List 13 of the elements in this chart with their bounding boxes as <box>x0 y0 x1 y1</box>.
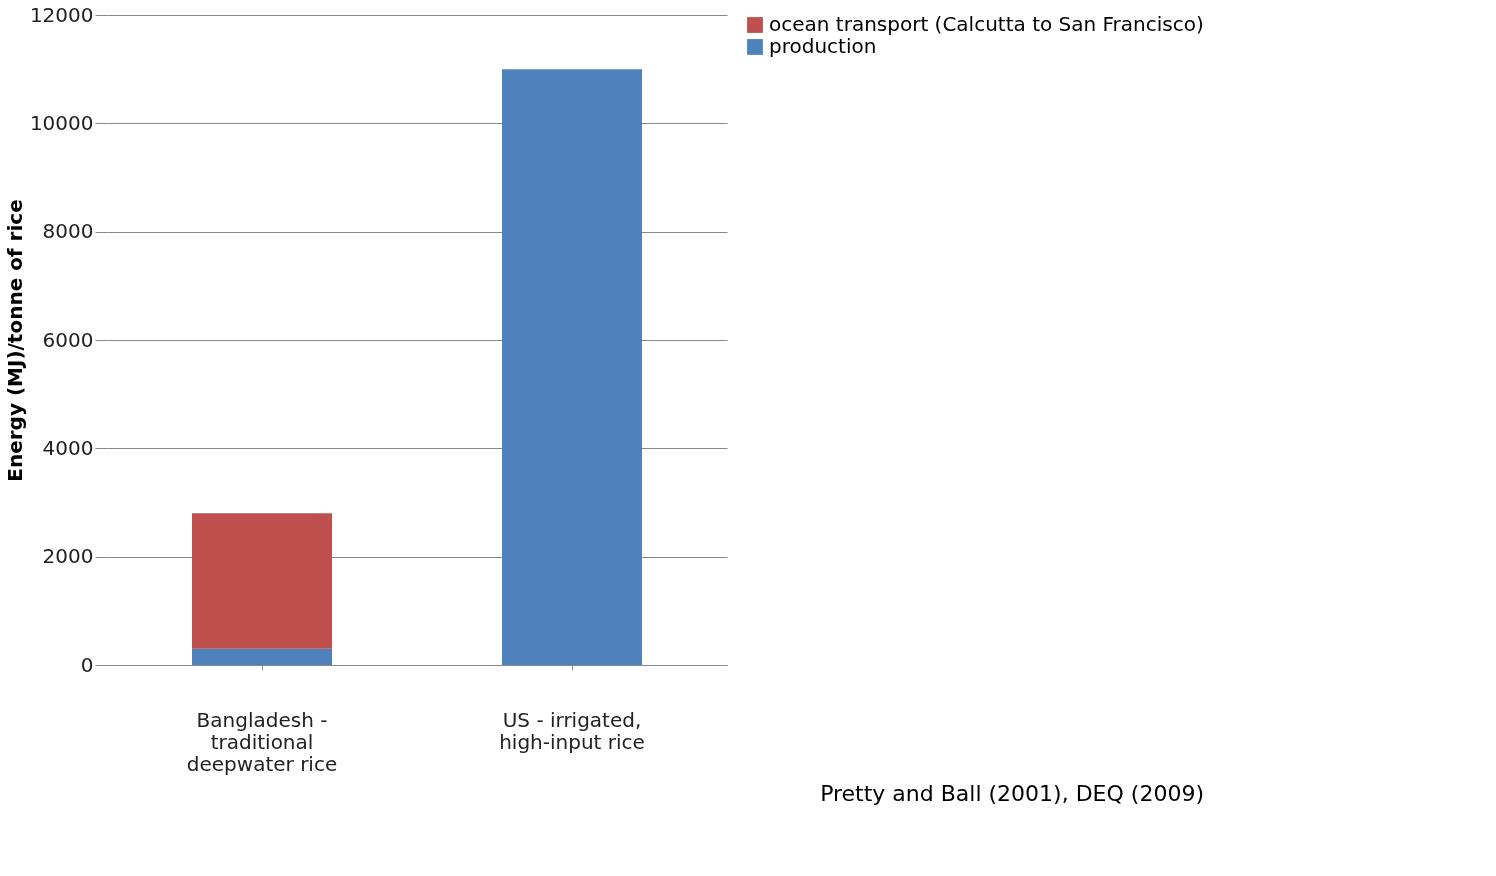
y-tick-label: 12000 <box>29 2 94 27</box>
y-tick-label: 4000 <box>42 435 94 460</box>
x-tick-label: Bangladesh - traditional deepwater rice <box>186 707 338 776</box>
y-tick-label: 0 <box>80 652 94 677</box>
y-tick-label: 8000 <box>42 219 94 244</box>
text: Pretty and Ball (2001), DEQ (2009) <box>820 781 1204 806</box>
x-tick-label: US - irrigated, high-input rice <box>499 707 645 754</box>
legend-label: ocean transport (Calcutta to San Francisco) <box>769 12 1204 36</box>
y-tick-label: 2000 <box>42 544 94 569</box>
legend-label: production <box>769 34 877 58</box>
y-axis-title: Energy (MJ)/tonne of rice <box>2 199 27 482</box>
y-tick-label: 10000 <box>29 110 94 135</box>
y-tick-label: 6000 <box>42 327 94 352</box>
